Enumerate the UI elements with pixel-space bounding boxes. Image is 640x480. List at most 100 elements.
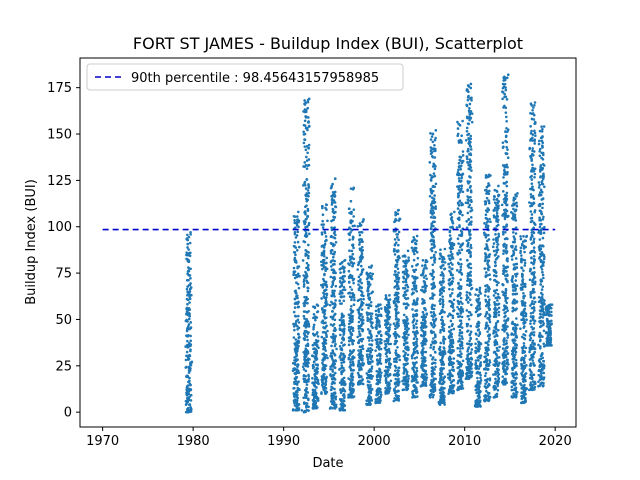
- data-point: [467, 90, 470, 94]
- data-point: [469, 223, 473, 226]
- data-point: [330, 197, 334, 201]
- data-point: [432, 337, 435, 340]
- data-point: [416, 351, 420, 355]
- data-point: [343, 343, 346, 346]
- data-point: [497, 193, 500, 197]
- data-point: [429, 354, 433, 357]
- data-point: [497, 234, 501, 238]
- data-point: [415, 234, 419, 238]
- data-point: [315, 386, 318, 389]
- data-point: [415, 337, 419, 341]
- data-point: [433, 285, 437, 289]
- data-point: [184, 358, 188, 362]
- data-point: [316, 335, 320, 338]
- data-point: [365, 277, 369, 281]
- data-point: [406, 384, 410, 388]
- data-point: [459, 167, 462, 171]
- data-point: [324, 338, 328, 342]
- data-point: [352, 383, 355, 386]
- data-point: [497, 310, 501, 314]
- data-point: [325, 354, 328, 357]
- data-point: [396, 212, 400, 216]
- data-point: [330, 228, 334, 232]
- data-point: [306, 116, 310, 119]
- data-point: [189, 334, 192, 338]
- data-point: [497, 377, 501, 381]
- data-point: [424, 308, 427, 312]
- data-point: [432, 311, 435, 314]
- data-point: [374, 309, 378, 313]
- data-point: [376, 338, 380, 341]
- data-point: [461, 172, 465, 176]
- data-point: [414, 371, 418, 375]
- data-point: [304, 330, 308, 334]
- data-point: [305, 383, 309, 386]
- data-point: [187, 371, 191, 374]
- data-point: [449, 271, 452, 274]
- data-point: [359, 223, 363, 227]
- data-point: [415, 251, 419, 254]
- data-point: [348, 339, 352, 343]
- data-point: [325, 335, 328, 339]
- data-point: [486, 220, 490, 223]
- data-point: [433, 143, 436, 147]
- data-point: [469, 190, 473, 194]
- data-point: [461, 337, 464, 341]
- data-point: [496, 248, 500, 252]
- data-point: [368, 353, 371, 356]
- data-point: [342, 319, 345, 322]
- data-point: [389, 379, 393, 383]
- data-point: [349, 360, 352, 364]
- data-point: [496, 388, 500, 392]
- data-point: [334, 271, 337, 275]
- data-point: [357, 349, 360, 352]
- data-point: [468, 233, 472, 237]
- data-point: [475, 288, 478, 291]
- data-point: [334, 359, 337, 363]
- data-point: [367, 297, 371, 300]
- data-point: [461, 150, 465, 153]
- data-point: [362, 218, 365, 221]
- data-point: [186, 302, 189, 306]
- data-point: [371, 272, 375, 276]
- data-point: [305, 110, 308, 114]
- data-point: [441, 372, 444, 376]
- data-point: [351, 375, 355, 379]
- data-point: [433, 324, 437, 327]
- data-point: [502, 252, 505, 256]
- data-point: [402, 276, 406, 280]
- data-point: [415, 378, 418, 382]
- data-point: [358, 333, 362, 337]
- data-point: [348, 238, 351, 242]
- data-point: [306, 281, 310, 285]
- data-point: [301, 365, 305, 369]
- data-point: [429, 132, 432, 135]
- data-point: [487, 192, 491, 196]
- data-point: [451, 374, 454, 378]
- data-point: [325, 285, 329, 289]
- data-point: [492, 208, 496, 212]
- data-point: [371, 360, 374, 363]
- data-point: [406, 275, 409, 279]
- data-point: [295, 248, 299, 252]
- data-point: [306, 265, 310, 269]
- data-point: [424, 364, 428, 367]
- data-point: [307, 191, 311, 195]
- data-point: [469, 303, 473, 307]
- data-point: [442, 367, 445, 370]
- data-point: [293, 221, 297, 225]
- data-point: [305, 204, 308, 207]
- data-point: [292, 273, 295, 277]
- data-point: [405, 306, 408, 310]
- data-point: [378, 353, 382, 356]
- data-point: [432, 345, 436, 349]
- data-point: [303, 295, 306, 299]
- data-point: [333, 295, 336, 298]
- data-point: [478, 313, 481, 317]
- data-point: [397, 377, 400, 381]
- data-point: [406, 348, 410, 352]
- data-point: [432, 270, 435, 274]
- data-point: [470, 313, 473, 316]
- data-point: [397, 311, 400, 314]
- data-point: [434, 129, 438, 132]
